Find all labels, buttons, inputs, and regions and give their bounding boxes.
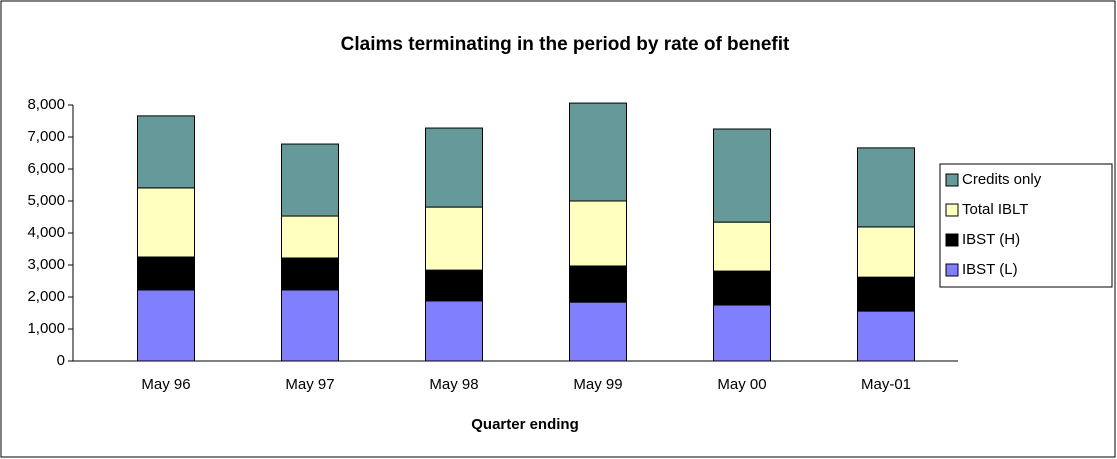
bar-segment xyxy=(281,143,339,217)
bar-segment xyxy=(713,304,771,362)
bar-segment xyxy=(281,257,339,291)
bar-segment xyxy=(281,289,339,362)
y-tick-label: 8,000 xyxy=(27,96,65,113)
bar-segment xyxy=(425,300,483,362)
x-tick-label: May-01 xyxy=(861,376,911,393)
bar-segment xyxy=(713,128,771,223)
x-tick-label: May 99 xyxy=(573,376,622,393)
legend-label: IBST (H) xyxy=(962,231,1020,248)
legend-swatch xyxy=(945,203,959,217)
bar-segment xyxy=(713,270,771,306)
y-tick-label: 0 xyxy=(57,352,65,369)
bar-segment xyxy=(569,301,627,362)
legend-swatch xyxy=(945,173,959,187)
x-tick-label: May 96 xyxy=(141,376,190,393)
x-axis-label: Quarter ending xyxy=(471,416,579,433)
bar-segment xyxy=(569,265,627,303)
bar-segment xyxy=(857,147,915,228)
y-tick-label: 4,000 xyxy=(27,224,65,241)
legend-label: Credits only xyxy=(962,171,1042,188)
legend-box xyxy=(939,163,1113,288)
x-tick-label: May 98 xyxy=(429,376,478,393)
y-tick-label: 2,000 xyxy=(27,288,65,305)
bar-segment xyxy=(425,127,483,208)
legend-label: IBST (L) xyxy=(962,261,1018,278)
legend-swatch xyxy=(945,233,959,247)
x-tick-label: May 97 xyxy=(285,376,334,393)
y-tick-label: 1,000 xyxy=(27,320,65,337)
bar-segment xyxy=(281,215,339,259)
bar-segment xyxy=(137,115,195,189)
bar-segment xyxy=(713,221,771,272)
bar-segment xyxy=(425,269,483,302)
bar-segment xyxy=(569,200,627,267)
y-tick-label: 6,000 xyxy=(27,160,65,177)
y-tick-label: 5,000 xyxy=(27,192,65,209)
chart-title: Claims terminating in the period by rate… xyxy=(341,34,790,55)
bar-segment xyxy=(857,276,915,312)
bar-segment xyxy=(425,206,483,271)
bar-segment xyxy=(857,226,915,278)
bar-segment xyxy=(137,187,195,258)
legend-label: Total IBLT xyxy=(962,201,1028,218)
bar-segment xyxy=(857,310,915,362)
bar-segment xyxy=(137,256,195,291)
bar-segment xyxy=(137,289,195,362)
x-tick-label: May 00 xyxy=(717,376,766,393)
y-tick-label: 7,000 xyxy=(27,128,65,145)
bar-segment xyxy=(569,102,627,202)
y-tick-label: 3,000 xyxy=(27,256,65,273)
legend-swatch xyxy=(945,263,959,277)
